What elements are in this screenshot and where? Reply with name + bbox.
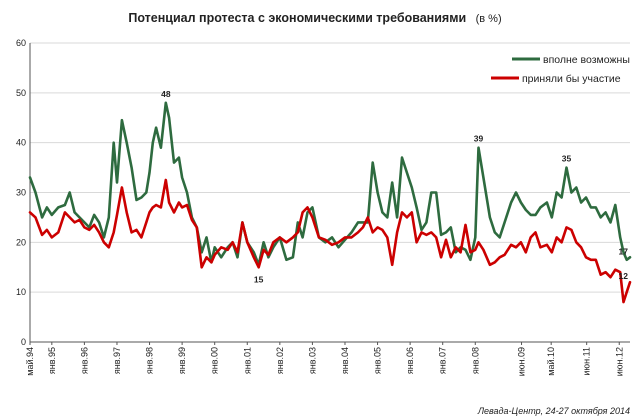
x-tick-label: янв.03	[307, 347, 317, 374]
data-labels: 48 39 35 17 15 12	[161, 89, 628, 284]
source-note: Левада-Центр, 24-27 октября 2014	[477, 406, 630, 416]
series-lines	[28, 101, 632, 304]
x-tick-label: янв.08	[470, 347, 480, 374]
y-tick-label: 40	[16, 138, 26, 148]
grid	[30, 42, 630, 293]
data-label: 39	[474, 134, 484, 144]
x-tick-label: янв.00	[210, 347, 220, 374]
x-tick-label: янв.06	[405, 347, 415, 374]
y-tick-label: 10	[16, 287, 26, 297]
data-label: 15	[254, 274, 264, 284]
x-tick-label: янв.07	[438, 347, 448, 374]
series-line-0	[28, 101, 632, 267]
x-tick-label: янв.98	[145, 347, 155, 374]
x-tick-label: июн.11	[582, 347, 592, 376]
x-tick-label: янв.04	[340, 347, 350, 374]
y-tick-label: 0	[21, 337, 26, 347]
x-tick-label: янв.01	[242, 347, 252, 374]
data-label: 17	[619, 246, 629, 256]
x-tick-label: июн.09	[517, 347, 527, 376]
x-tick-label: янв.97	[112, 347, 122, 374]
x-tick-label: янв.96	[79, 347, 89, 374]
chart-title-unit: (в %)	[476, 13, 502, 25]
y-tick-label: 60	[16, 38, 26, 48]
data-label: 48	[161, 89, 171, 99]
x-tick-label: май.94	[25, 347, 35, 376]
y-tick-label: 30	[16, 188, 26, 198]
data-label: 12	[619, 271, 629, 281]
x-tick-label: янв.95	[47, 347, 57, 374]
series-line-1	[28, 178, 632, 304]
axes: 0 10 20 30 40 50 60 май.94 янв.95 янв.96 янв.97 янв…	[16, 38, 630, 376]
y-tick-label: 50	[16, 88, 26, 98]
x-tick-label: янв.99	[177, 347, 187, 374]
legend-label-vpolne-vozmozhny: вполне возможны	[543, 54, 630, 66]
x-tick-label: янв.05	[373, 347, 383, 374]
legend-label-prinyali-by-uchastie: приняли бы участие	[522, 73, 621, 85]
data-label: 35	[562, 154, 572, 164]
y-tick-label: 20	[16, 237, 26, 247]
x-tick-label: янв.02	[275, 347, 285, 374]
chart-title-main: Потенциал протеста с экономическими треб…	[128, 11, 466, 25]
x-tick-label: июн.12	[614, 347, 624, 376]
legend: вполне возможны приняли бы участие	[491, 54, 630, 85]
chart-title: Потенциал протеста с экономическими треб…	[128, 9, 501, 26]
x-tick-label: май.10	[546, 347, 556, 376]
